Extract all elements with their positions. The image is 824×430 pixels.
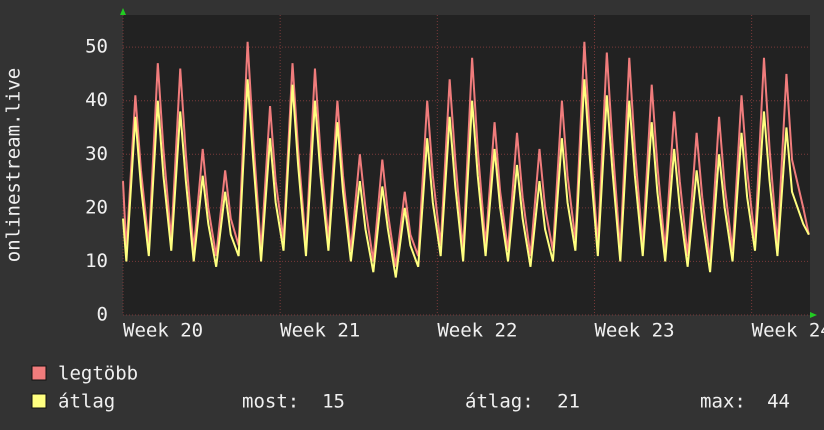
stat-label: átlag: bbox=[465, 391, 534, 413]
axis-arrow bbox=[810, 312, 817, 318]
x-tick-label: Week 23 bbox=[594, 320, 674, 342]
y-axis-label: onlinestream.live bbox=[3, 68, 25, 262]
axis-arrow bbox=[120, 8, 126, 15]
stat-label: most: bbox=[242, 391, 299, 413]
series-line bbox=[122, 79, 810, 278]
stat-value: 44 bbox=[767, 391, 790, 413]
stat-value: 15 bbox=[322, 391, 345, 413]
legend-swatch bbox=[31, 393, 47, 409]
y-tick-label: 50 bbox=[85, 36, 108, 58]
y-tick-label: 40 bbox=[85, 89, 108, 111]
stat-value: 21 bbox=[557, 391, 580, 413]
legend-label: legtöbb bbox=[58, 363, 138, 385]
stat-label: max: bbox=[700, 391, 746, 413]
legend-label: átlag bbox=[58, 391, 115, 413]
x-tick-label: Week 22 bbox=[437, 320, 517, 342]
x-tick-label: Week 20 bbox=[123, 320, 203, 342]
y-tick-label: 30 bbox=[85, 143, 108, 165]
y-tick-label: 0 bbox=[97, 304, 108, 326]
y-tick-label: 20 bbox=[85, 196, 108, 218]
y-tick-label: 10 bbox=[85, 250, 108, 272]
x-tick-label: Week 21 bbox=[280, 320, 360, 342]
legend-swatch bbox=[31, 365, 47, 381]
x-tick-label: Week 24 bbox=[752, 320, 824, 342]
